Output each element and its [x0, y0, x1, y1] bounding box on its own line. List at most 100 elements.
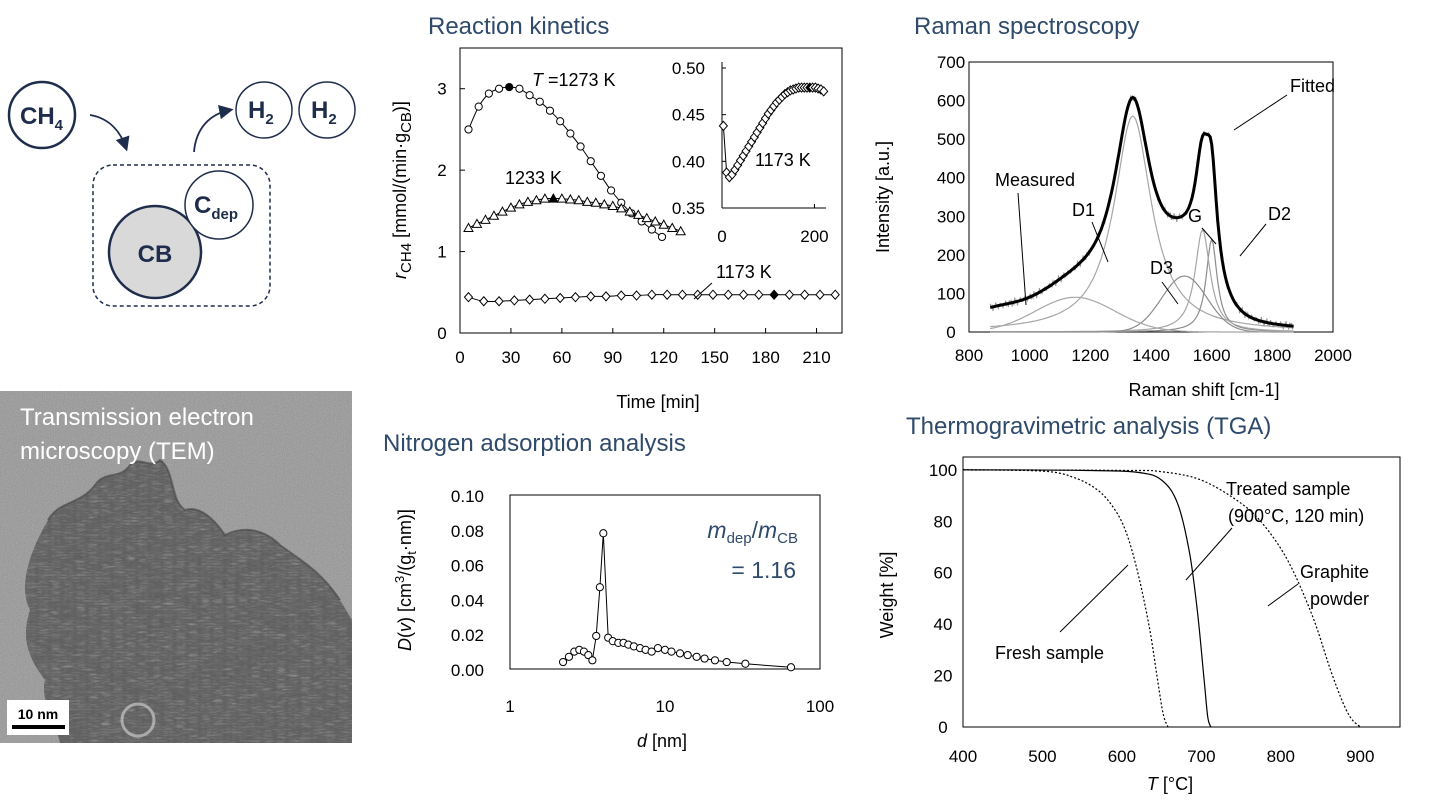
kinetics-point [531, 194, 542, 205]
kinetics-point [565, 193, 576, 204]
kinetics-point [596, 171, 606, 180]
nitrogen-title: Nitrogen adsorption analysis [383, 430, 686, 457]
kinetics-point [463, 291, 474, 303]
kinetics-point [586, 291, 596, 302]
kinetics-title: Reaction kinetics [428, 13, 609, 40]
kinetics-point [666, 222, 678, 232]
kinetics-point [540, 293, 550, 305]
inset-y-tick-label: 0.50 [672, 59, 705, 78]
kinetics-point [505, 202, 517, 212]
inset-label: 1173 K [755, 150, 811, 170]
nitrogen-point [683, 650, 692, 660]
tga-y-tick-label: 40 [934, 615, 953, 634]
raman-x-tick-label: 2000 [1314, 346, 1352, 365]
kinetics-y-tick-label: 0 [437, 324, 446, 343]
kinetics-point [586, 157, 595, 166]
raman-x-tick-label: 1600 [1193, 346, 1231, 365]
raman-y-tick-label: 400 [937, 169, 965, 188]
raman-x-ticks: 800 1000 1200 1400 1600 1800 2000 [955, 346, 1352, 365]
kinetics-point [573, 194, 585, 205]
nitrogen-point [692, 652, 701, 661]
inset-y-tick-label: 0.45 [672, 106, 705, 125]
kinetics-point [535, 97, 544, 106]
inset-point [718, 120, 729, 132]
kinetics-point [677, 289, 688, 300]
kinetics-point [539, 193, 551, 203]
raman-ylabel: Intensity [a.u.] [873, 141, 893, 253]
kinetics-point [515, 84, 524, 93]
kinetics-y-tick-label: 2 [437, 161, 446, 180]
kinetics-point [522, 196, 534, 206]
kinetics-y-ticks: 0 1 2 3 [437, 80, 465, 343]
raman-title: Raman spectroscopy [914, 13, 1139, 40]
leader-d1 [1091, 221, 1109, 263]
outflow-arrow-icon [193, 105, 234, 153]
nitrogen-y-ticks: 0.00 0.02 0.04 0.06 0.08 0.10 [451, 487, 484, 680]
cb-label: CB [138, 241, 173, 268]
tem-title-line1: Transmission electron [20, 404, 254, 431]
kinetics-x-tick-label: 150 [700, 348, 728, 367]
nitrogen-x-tick-label: 10 [656, 697, 675, 716]
kinetics-y-tick-label: 3 [437, 80, 446, 99]
tga-y-tick-label: 0 [938, 718, 947, 737]
kinetics-point [556, 193, 568, 203]
tga-line-treated [962, 469, 1212, 728]
kinetics-point [474, 102, 483, 111]
ch4-circle [7, 80, 77, 150]
kinetics-point [631, 290, 642, 301]
cdep-circle [184, 170, 254, 240]
nitrogen-y-tick-label: 0.06 [451, 557, 484, 576]
label-treated-line2: (900°C, 120 min) [1228, 506, 1364, 526]
tga-x-tick-label: 800 [1267, 747, 1295, 766]
tga-xlabel: T [°C] [1147, 774, 1193, 794]
label-fresh: Fresh sample [995, 643, 1104, 663]
nitrogen-point [647, 647, 656, 656]
tga-x-tick-label: 700 [1187, 747, 1215, 766]
tga-line-fresh [962, 469, 1169, 728]
leader-1173k [693, 282, 713, 300]
label-g: G [1188, 206, 1202, 226]
tga-y-tick-label: 20 [934, 667, 953, 686]
tga-y-ticks: 0 20 40 60 80 100 [929, 461, 957, 737]
inflow-arrow-icon [89, 114, 130, 152]
kinetics-point [471, 218, 483, 228]
raman-component-d3 [990, 275, 1294, 333]
inset-y-tick-label: 0.35 [672, 199, 705, 218]
cb-circle [107, 204, 203, 300]
kinetics-point [505, 82, 514, 92]
inset-x-tick-label: 0 [717, 227, 726, 246]
kinetics-point [607, 186, 616, 195]
h2-circle-2 [298, 81, 356, 139]
nitrogen-point [558, 657, 568, 667]
nitrogen-point [592, 631, 601, 641]
raman-x-tick-label: 1800 [1253, 346, 1291, 365]
tga-line-graphite [962, 469, 1361, 728]
leader-graphite [1267, 583, 1299, 607]
kinetics-point [590, 197, 602, 207]
kinetics-point [555, 292, 565, 304]
label-d3: D3 [1150, 258, 1173, 278]
kinetics-panel: Reaction kinetics 0 30 60 90 120 150 180 210 01… [390, 13, 843, 412]
kinetics-point [657, 232, 667, 242]
nitrogen-y-tick-label: 0.02 [451, 626, 484, 645]
kinetics-point [484, 89, 493, 98]
nitrogen-point [741, 659, 750, 668]
kinetics-point [708, 289, 718, 300]
label-measured: Measured [995, 170, 1075, 190]
tga-x-tick-label: 900 [1346, 747, 1374, 766]
h2-label-2: H2 [311, 97, 337, 128]
raman-series [989, 94, 1294, 333]
nitrogen-x-tick-label: 100 [806, 697, 834, 716]
nitrogen-x-tick-label: 1 [505, 697, 514, 716]
kinetics-point [480, 214, 491, 224]
kinetics-point [784, 289, 795, 300]
raman-y-tick-label: 600 [937, 92, 965, 111]
tem-title-line2: microscopy (TEM) [20, 438, 215, 465]
kinetics-point [464, 125, 473, 134]
kinetics-point [463, 222, 474, 232]
kinetics-point [738, 289, 749, 300]
label-d2: D2 [1268, 204, 1291, 224]
kinetics-x-tick-label: 180 [751, 348, 779, 367]
tem-image: Transmission electron microscopy (TEM) 1… [0, 391, 352, 743]
